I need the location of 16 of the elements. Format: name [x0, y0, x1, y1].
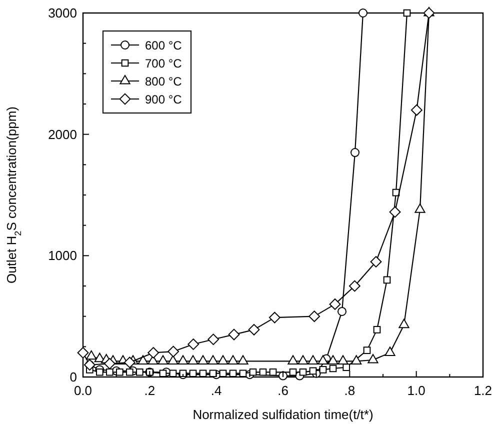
x-tick-label: 1.2	[474, 383, 492, 398]
legend-label: 600 °C	[145, 38, 182, 52]
legend-label: 700 °C	[145, 56, 182, 70]
x-tick-label: .8	[344, 383, 356, 398]
x-axis-title: Normalized sulfidation time(t/t*)	[192, 407, 374, 422]
x-tick-label: 0.0	[74, 383, 92, 398]
legend-label: 900 °C	[145, 92, 182, 106]
x-tick-label: .4	[210, 383, 222, 398]
x-tick-label: .6	[278, 383, 288, 398]
y-tick-label: 1000	[48, 248, 77, 264]
y-tick-label: 0	[70, 370, 77, 384]
x-tick-label: .2	[144, 383, 156, 398]
legend-label: 800 °C	[145, 74, 182, 88]
y-tick-label: 3000	[48, 6, 77, 20]
y-tick-label: 2000	[48, 126, 77, 142]
x-tick-label: 1.0	[407, 383, 426, 398]
